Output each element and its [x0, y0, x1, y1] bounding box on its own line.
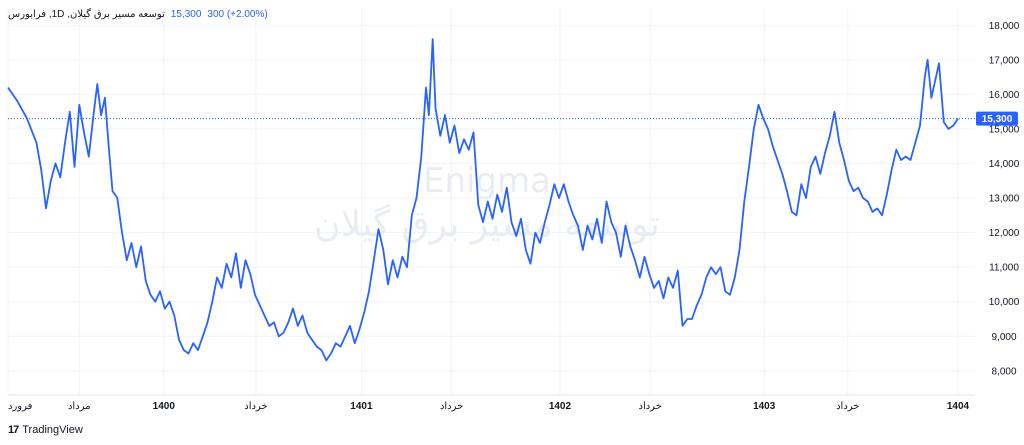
x-tick-label: 1402: [549, 401, 572, 412]
tradingview-text: TradingView: [22, 424, 83, 436]
y-tick-label: 13,000: [989, 194, 1020, 205]
x-tick-label: خرداد: [244, 401, 267, 412]
watermark: Enigma توسعه مسیر برق گیلان: [314, 161, 660, 245]
change-value: 300 (+2.00%): [207, 9, 268, 20]
x-tick-label: 1401: [350, 401, 373, 412]
x-tick-label: خرداد: [836, 401, 859, 412]
tradingview-branding[interactable]: 17 TradingView: [8, 424, 83, 436]
price-axis[interactable]: 18,000 17,000 16,000 15,000 14,000 13,000 12,0…: [989, 21, 1020, 378]
x-tick-label: فرورد: [8, 401, 33, 412]
y-tick-label: 18,000: [989, 21, 1020, 32]
y-tick-label: 8,000: [991, 366, 1016, 377]
symbol-title: توسعه مسیر برق گیلان, 1D, فرابورس: [8, 9, 165, 20]
x-tick-label: خرداد: [639, 401, 662, 412]
price-series-line[interactable]: [7, 38, 959, 362]
y-tick-label: 12,000: [989, 228, 1020, 239]
chart-grid: [7, 8, 975, 395]
close-value: 15,300: [170, 9, 202, 20]
y-tick-label: 9,000: [991, 332, 1016, 343]
chart-legend[interactable]: توسعه مسیر برق گیلان, 1D, فرابورس 15,300…: [8, 9, 268, 20]
y-tick-label: 10,000: [989, 297, 1020, 308]
y-tick-label: 11,000: [989, 263, 1019, 274]
x-tick-label: 1403: [753, 401, 776, 412]
watermark-line-1: Enigma: [423, 161, 551, 201]
y-tick-label: 16,000: [989, 90, 1020, 101]
x-tick-label: 1404: [947, 401, 970, 412]
x-tick-label: 1400: [153, 401, 176, 412]
x-tick-label: مرداد: [68, 401, 91, 412]
time-axis[interactable]: فرورد مرداد 1400 خرداد 1401 خرداد 1402 خرداد 140…: [8, 401, 970, 412]
x-tick-label: خرداد: [440, 401, 463, 412]
y-tick-label: 14,000: [989, 159, 1020, 170]
last-price-label: 15,300: [982, 114, 1013, 125]
tradingview-logo-icon: 17: [8, 424, 19, 436]
y-tick-label: 17,000: [989, 55, 1020, 66]
y-tick-label: 15,000: [989, 124, 1020, 135]
last-price-tag: 15,300: [976, 111, 1018, 126]
